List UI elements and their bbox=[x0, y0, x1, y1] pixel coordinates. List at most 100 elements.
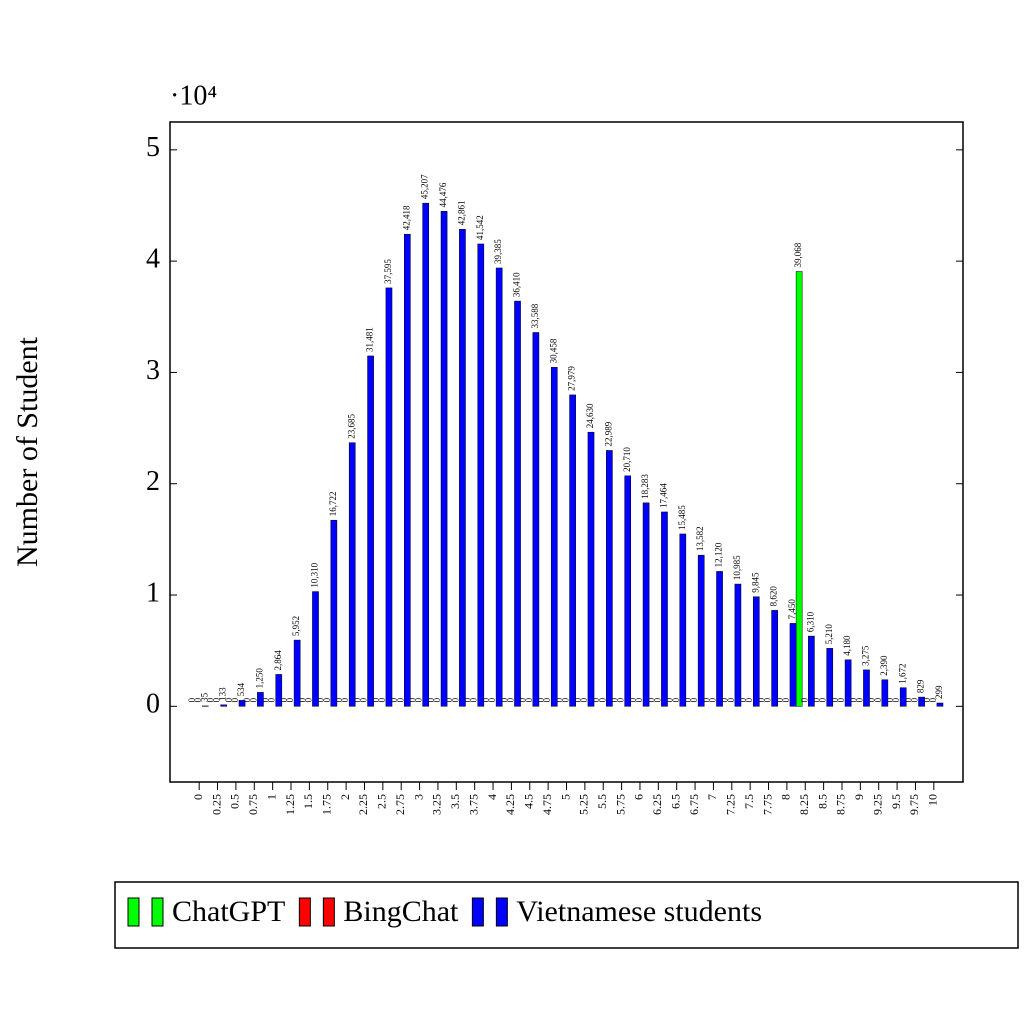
value-label: 0 bbox=[812, 697, 822, 702]
x-tick-label: 5.25 bbox=[577, 794, 591, 815]
value-label: 0 bbox=[610, 697, 620, 702]
value-label: 0 bbox=[652, 697, 662, 702]
value-label: 0 bbox=[891, 697, 901, 702]
x-tick-label: 3.25 bbox=[430, 794, 444, 815]
value-label: 0 bbox=[726, 697, 736, 702]
value-label: 0 bbox=[763, 697, 773, 702]
bar bbox=[257, 692, 264, 707]
value-label: 10,985 bbox=[732, 555, 742, 580]
value-label: 10,310 bbox=[310, 562, 320, 587]
value-label: 0 bbox=[720, 697, 730, 702]
value-label: 0 bbox=[279, 697, 289, 702]
legend-box bbox=[114, 881, 1019, 949]
value-label: 22,989 bbox=[603, 421, 613, 446]
value-label: 0 bbox=[756, 697, 766, 702]
x-tick-label: 7.5 bbox=[742, 794, 756, 809]
x-tick-label: 8.75 bbox=[834, 794, 848, 815]
bar bbox=[293, 639, 301, 707]
x-tick-label: 10 bbox=[926, 794, 940, 806]
bar bbox=[808, 635, 815, 707]
value-label: 9,845 bbox=[750, 572, 760, 593]
x-tick-label: 2.5 bbox=[375, 794, 389, 809]
value-label: 0 bbox=[205, 697, 215, 702]
bar bbox=[459, 229, 466, 707]
value-label: 0 bbox=[781, 697, 791, 702]
x-tick-label: 9.75 bbox=[907, 794, 921, 815]
legend-swatch bbox=[495, 897, 508, 927]
bar bbox=[348, 442, 356, 707]
bar bbox=[899, 687, 907, 707]
value-label: 0 bbox=[303, 697, 313, 702]
x-tick-label: 3.75 bbox=[466, 794, 480, 815]
x-tick-label: 1 bbox=[264, 794, 278, 800]
x-tick-label: 6.75 bbox=[687, 794, 701, 815]
bar bbox=[220, 704, 227, 707]
y-tick-label: 1 bbox=[146, 577, 160, 608]
value-label: 15,485 bbox=[677, 505, 687, 530]
bar bbox=[238, 700, 246, 707]
value-label: 0 bbox=[579, 697, 589, 702]
value-label: 7,450 bbox=[787, 599, 797, 620]
value-label: 0 bbox=[873, 697, 883, 702]
value-label: 133 bbox=[218, 687, 228, 701]
x-tick-label: 5 bbox=[558, 794, 572, 800]
x-tick-label: 9.5 bbox=[889, 794, 903, 809]
value-label: 0 bbox=[830, 697, 840, 702]
y-tick-label: 4 bbox=[146, 244, 160, 275]
value-label: 829 bbox=[916, 679, 926, 693]
bar bbox=[624, 475, 632, 707]
y-axis-label: Number of Student bbox=[11, 336, 44, 567]
legend-label: Vietnamese students bbox=[516, 895, 762, 928]
bar bbox=[532, 332, 540, 707]
value-label: 0 bbox=[469, 697, 479, 702]
bar bbox=[826, 648, 834, 707]
value-label: 27,979 bbox=[567, 366, 577, 391]
value-label: 39,385 bbox=[493, 239, 503, 264]
value-label: 0 bbox=[836, 697, 846, 702]
value-label: 0 bbox=[377, 697, 387, 702]
x-tick-label: 1.25 bbox=[283, 794, 297, 815]
value-label: 0 bbox=[322, 697, 332, 702]
value-label: 0 bbox=[689, 697, 699, 702]
value-label: 12,120 bbox=[714, 542, 724, 567]
value-label: 0 bbox=[212, 697, 222, 702]
value-label: 41,542 bbox=[475, 215, 485, 240]
value-label: 0 bbox=[903, 697, 913, 702]
bar bbox=[275, 674, 283, 707]
x-tick-label: 9 bbox=[852, 794, 866, 800]
value-label: 2,390 bbox=[879, 655, 889, 676]
value-label: 33,588 bbox=[530, 303, 540, 328]
value-label: 2,864 bbox=[273, 650, 283, 671]
x-tick-label: 0 bbox=[191, 794, 205, 800]
value-label: 23,685 bbox=[346, 413, 356, 438]
value-label: 0 bbox=[542, 697, 552, 702]
value-label: 0 bbox=[910, 697, 920, 702]
legend-label: ChatGPT bbox=[172, 895, 285, 928]
value-label: 534 bbox=[236, 682, 246, 696]
x-tick-label: 8.5 bbox=[815, 794, 829, 809]
value-label: 0 bbox=[224, 697, 234, 702]
bar bbox=[771, 610, 778, 707]
bar bbox=[844, 659, 852, 707]
value-label: 0 bbox=[616, 697, 626, 702]
x-tick-label: 0.5 bbox=[228, 794, 242, 809]
value-label: 1,250 bbox=[254, 668, 264, 689]
bar bbox=[587, 431, 595, 707]
value-label: 0 bbox=[187, 697, 197, 702]
value-label: 0 bbox=[707, 697, 717, 702]
bar bbox=[330, 519, 338, 707]
x-tick-label: 0.75 bbox=[246, 794, 260, 815]
legend-swatch bbox=[127, 897, 140, 927]
bar bbox=[367, 355, 374, 707]
value-label: 5,952 bbox=[291, 616, 301, 636]
value-label: 4,180 bbox=[842, 635, 852, 656]
value-label: 0 bbox=[193, 697, 203, 702]
value-label: 0 bbox=[230, 697, 240, 702]
value-label: 39,068 bbox=[793, 242, 803, 267]
value-label: 0 bbox=[285, 697, 295, 702]
x-tick-label: 8 bbox=[779, 794, 793, 800]
value-label: 0 bbox=[505, 697, 515, 702]
value-label: 0 bbox=[316, 697, 326, 702]
value-label: 0 bbox=[450, 697, 460, 702]
x-tick-label: 0.25 bbox=[209, 794, 223, 815]
